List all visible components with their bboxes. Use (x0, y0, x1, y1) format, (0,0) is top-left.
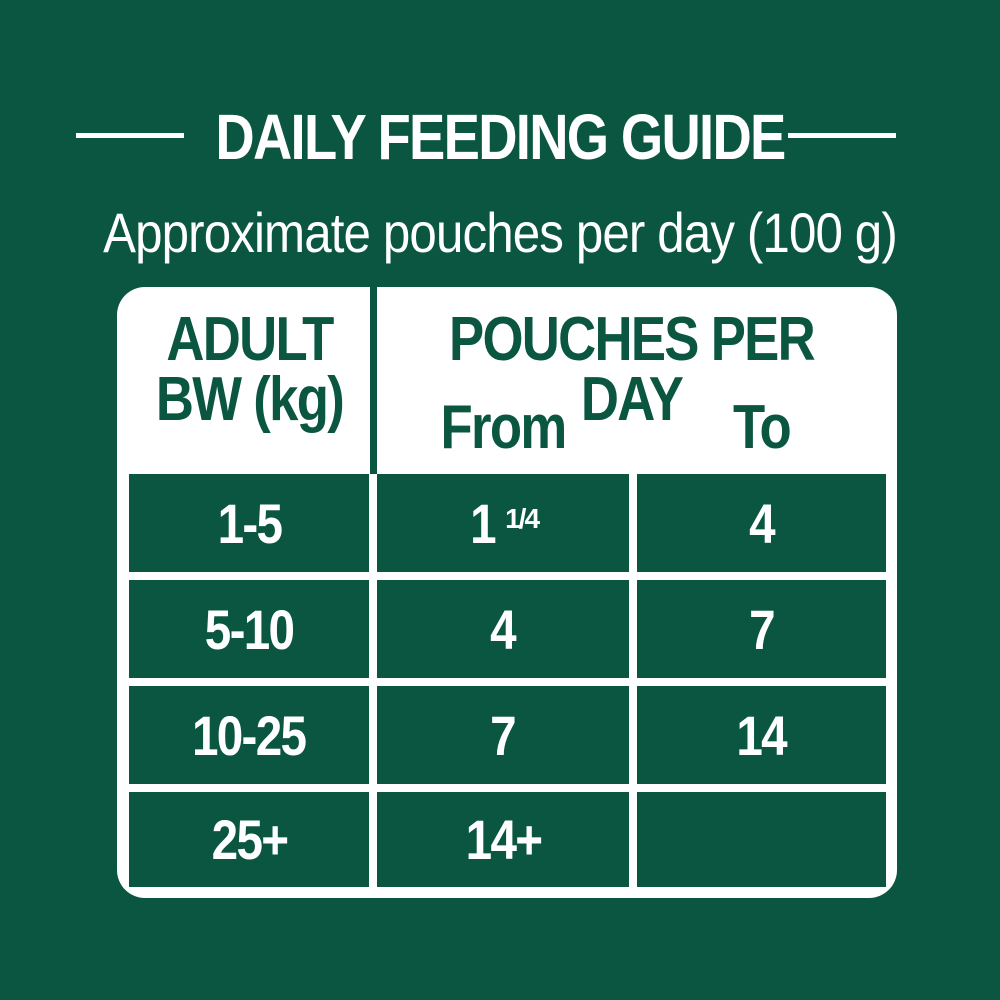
cell-value: 1-5 (217, 491, 282, 555)
table-cell-bw: 1-5 (129, 474, 369, 572)
table-cell-to: 14 (637, 686, 886, 784)
header-divider (370, 287, 377, 474)
title-rule-left (76, 133, 184, 138)
col-header-to: To (732, 393, 792, 462)
table-cell-bw: 5-10 (129, 580, 369, 678)
table-cell-from: 7 (377, 686, 629, 784)
cell-value: 10-25 (192, 703, 307, 767)
cell-value: 1 (470, 491, 496, 555)
col-header-bw-line2: BW (kg) (155, 365, 345, 434)
cell-fraction: 1/4 (505, 503, 540, 534)
cell-value: 4 (749, 491, 775, 555)
page-title: DAILY FEEDING GUIDE (215, 101, 786, 173)
table-cell-to (637, 792, 886, 887)
table-cell-from: 1 1/4 (377, 474, 629, 572)
col-header-from: From (440, 393, 568, 462)
table-cell-to: 7 (637, 580, 886, 678)
table-cell-to: 4 (637, 474, 886, 572)
col-header-bw-line1: ADULT (166, 305, 334, 374)
cell-value: 4 (490, 597, 517, 661)
col-header-bw: ADULT BW (kg) (147, 305, 352, 434)
cell-value: 14 (736, 703, 788, 767)
cell-value: 7 (490, 703, 517, 767)
cell-value: 5-10 (204, 597, 295, 661)
page-subtitle: Approximate pouches per day (100 g) (103, 201, 898, 264)
table-cell-from: 14+ (377, 792, 629, 887)
table-cell-from: 4 (377, 580, 629, 678)
table-cell-bw: 25+ (129, 792, 369, 887)
cell-value: 14+ (465, 808, 542, 871)
cell-value: 25+ (211, 808, 288, 871)
cell-value: 7 (749, 597, 775, 661)
table-cell-bw: 10-25 (129, 686, 369, 784)
title-rule-right (788, 133, 896, 138)
group-header-pouches: POUCHES PER DAY (449, 305, 816, 434)
